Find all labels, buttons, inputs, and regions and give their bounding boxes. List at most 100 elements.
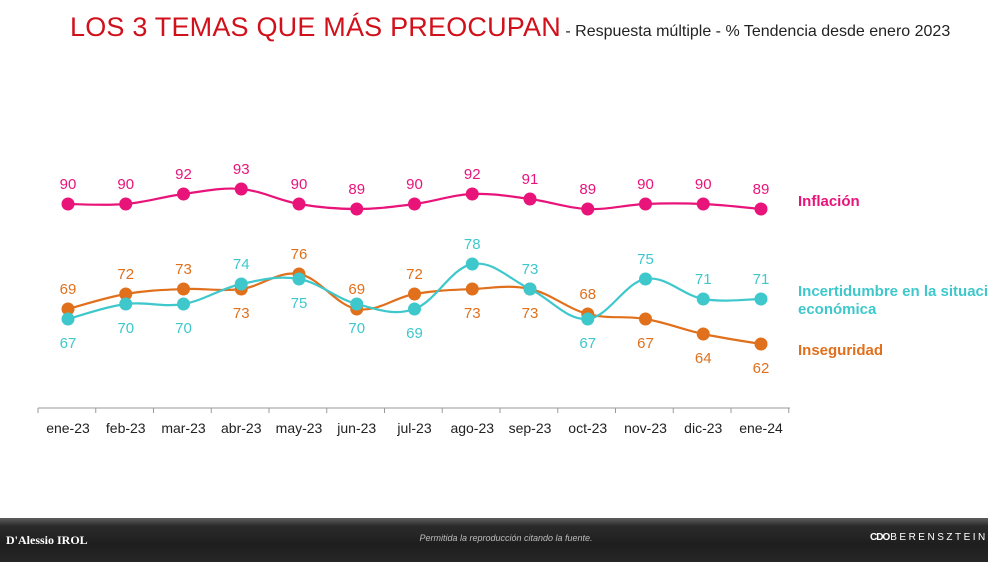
x-tick-label: ene-24: [739, 420, 783, 436]
data-point: [523, 282, 537, 296]
data-label: 72: [117, 266, 134, 283]
x-tick-label: dic-23: [684, 420, 722, 436]
data-label: 90: [695, 176, 712, 193]
data-label: 73: [522, 305, 539, 322]
data-point: [696, 292, 710, 306]
x-tick-label: jun-23: [336, 420, 376, 436]
data-label: 73: [233, 305, 250, 322]
data-point: [639, 312, 652, 326]
berensztein-logo: CDOBERENSZTEIN: [870, 532, 988, 543]
data-point: [177, 282, 190, 296]
x-tick-label: abr-23: [221, 420, 262, 436]
data-label: 89: [348, 181, 365, 198]
data-label: 73: [175, 261, 192, 278]
data-point: [408, 287, 421, 301]
data-label: 71: [753, 271, 770, 288]
data-point: [465, 257, 479, 271]
data-point: [119, 287, 133, 301]
data-point: [350, 297, 364, 311]
data-point: [465, 282, 479, 296]
data-label: 90: [60, 176, 77, 193]
chart-title: LOS 3 TEMAS QUE MÁS PREOCUPAN - Respuest…: [70, 12, 950, 43]
data-point: [177, 187, 190, 201]
footer-note: Permitida la reproducción citando la fue…: [419, 533, 593, 543]
data-label: 90: [637, 176, 654, 193]
data-label: 75: [291, 295, 308, 312]
data-point: [119, 197, 133, 211]
berensztein-logo-mark: CDO: [870, 532, 890, 543]
data-label: 92: [464, 166, 481, 183]
data-point: [292, 197, 306, 211]
x-tick-label: feb-23: [106, 420, 146, 436]
data-label: 73: [464, 305, 481, 322]
data-label: 70: [117, 320, 134, 337]
data-label: 67: [60, 335, 77, 352]
berensztein-logo-text: BERENSZTEIN: [890, 532, 988, 543]
data-label: 90: [291, 176, 308, 193]
data-point: [234, 182, 248, 196]
legend-label: económica: [798, 301, 877, 318]
data-label: 69: [406, 325, 423, 342]
data-point: [754, 202, 768, 216]
chart-title-main: LOS 3 TEMAS QUE MÁS PREOCUPAN: [70, 12, 561, 42]
data-label: 62: [753, 360, 770, 377]
legend-label: Incertidumbre en la situación: [798, 283, 988, 300]
data-point: [350, 202, 364, 216]
dalessio-logo: D'Alessio IROL: [6, 533, 88, 547]
data-label: 73: [522, 261, 539, 278]
x-tick-label: jul-23: [396, 420, 431, 436]
data-label: 78: [464, 236, 481, 253]
data-point: [292, 272, 306, 286]
line-chart: ene-23 feb-23 mar-23 abr-23 may-23 jun-23 jul-…: [37, 161, 988, 436]
data-point: [61, 197, 75, 211]
data-point: [177, 297, 190, 311]
chart-subtitle: - Respuesta múltiple - % Tendencia desde…: [565, 23, 951, 40]
data-point: [61, 302, 75, 316]
data-point: [639, 272, 652, 286]
x-tick-label: ene-23: [46, 420, 90, 436]
data-point: [696, 197, 710, 211]
data-label: 71: [695, 271, 712, 288]
data-label: 76: [291, 246, 308, 263]
data-point: [119, 297, 133, 311]
data-point: [465, 187, 479, 201]
data-point: [523, 192, 537, 206]
data-label: 69: [348, 281, 365, 298]
x-tick-label: nov-23: [624, 420, 667, 436]
x-tick-label: sep-23: [509, 420, 552, 436]
x-tick-label: may-23: [276, 420, 323, 436]
data-label: 89: [753, 181, 770, 198]
x-tick-label: oct-23: [568, 420, 607, 436]
footer-bar: D'Alessio IROL Permitida la reproducción…: [0, 518, 988, 562]
data-label: 68: [579, 286, 596, 303]
data-point: [234, 277, 248, 291]
data-label: 91: [522, 171, 539, 188]
data-label: 70: [175, 320, 192, 337]
data-label: 67: [637, 335, 654, 352]
data-point: [581, 202, 595, 216]
data-point: [408, 302, 421, 316]
x-tick-label: ago-23: [450, 420, 494, 436]
data-label: 74: [233, 256, 250, 273]
legend-label: Inseguridad: [798, 342, 883, 359]
data-label: 64: [695, 350, 712, 367]
data-point: [696, 327, 710, 341]
data-label: 70: [348, 320, 365, 337]
data-point: [754, 337, 768, 351]
data-label: 69: [60, 281, 77, 298]
legend-label: Inflación: [798, 193, 860, 210]
data-label: 75: [637, 251, 654, 268]
data-point: [408, 197, 421, 211]
data-label: 90: [117, 176, 134, 193]
x-tick-label: mar-23: [161, 420, 206, 436]
data-label: 90: [406, 176, 423, 193]
data-point: [581, 312, 595, 326]
data-point: [639, 197, 652, 211]
data-label: 93: [233, 161, 250, 178]
data-label: 72: [406, 266, 423, 283]
data-point: [61, 312, 75, 326]
data-label: 89: [579, 181, 596, 198]
data-label: 67: [579, 335, 596, 352]
data-point: [754, 292, 768, 306]
data-label: 92: [175, 166, 192, 183]
